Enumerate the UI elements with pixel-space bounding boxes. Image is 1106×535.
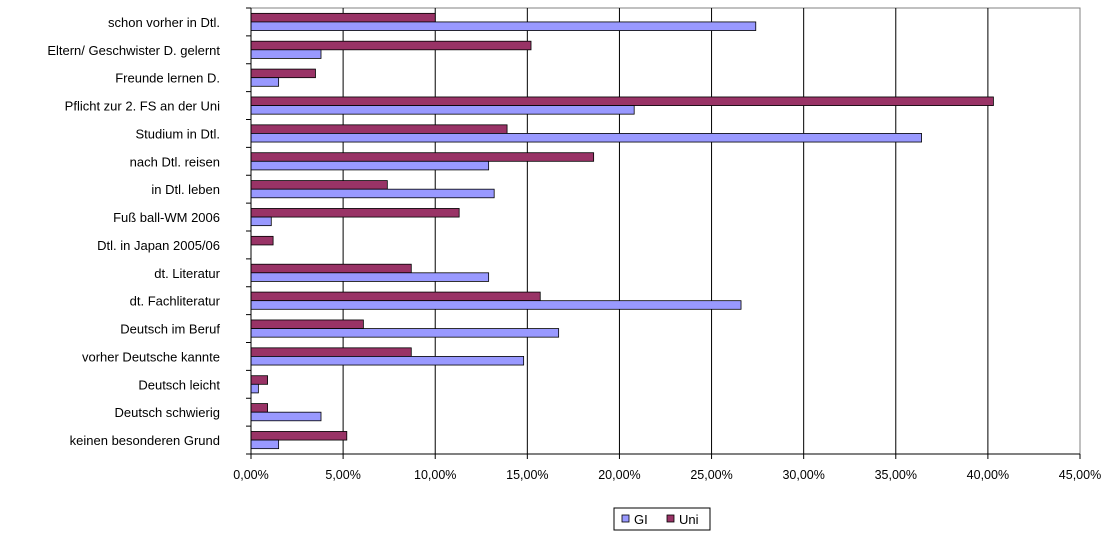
x-tick-label: 45,00% bbox=[1059, 468, 1101, 482]
category-label: Fuß ball-WM 2006 bbox=[113, 210, 220, 225]
x-tick-label: 40,00% bbox=[967, 468, 1009, 482]
bar-uni bbox=[250, 431, 348, 441]
bar-gi bbox=[250, 439, 280, 450]
bar-uni bbox=[250, 152, 595, 162]
bar-uni bbox=[250, 291, 541, 302]
grid-lines bbox=[246, 7, 1081, 459]
x-tick-label: 35,00% bbox=[875, 468, 917, 482]
x-tick-labels: 0,00% 5,00% 10,00% 15,00% 20,00% 25,00% 30,00%… bbox=[233, 468, 1101, 482]
bar-uni bbox=[250, 235, 274, 246]
category-label: Eltern/ Geschwister D. gelernt bbox=[47, 43, 220, 58]
bar-gi bbox=[250, 383, 259, 394]
plot-area bbox=[250, 7, 1081, 455]
bar-uni bbox=[250, 40, 532, 51]
category-label: Freunde lernen D. bbox=[115, 71, 220, 86]
bar-gi bbox=[250, 188, 495, 199]
legend-label-uni: Uni bbox=[679, 512, 699, 527]
category-label: in Dtl. leben bbox=[151, 182, 220, 197]
category-label: Studium in Dtl. bbox=[135, 126, 220, 141]
x-tick-label: 5,00% bbox=[325, 468, 360, 482]
bar-gi bbox=[250, 300, 742, 310]
category-label: Deutsch im Beruf bbox=[120, 322, 220, 337]
legend-swatch-gi bbox=[621, 514, 630, 523]
bar-uni bbox=[250, 180, 388, 190]
legend-swatch-uni bbox=[666, 514, 675, 523]
category-label: Deutsch schwierig bbox=[115, 405, 221, 420]
x-tick-label: 20,00% bbox=[598, 468, 640, 482]
bar-gi bbox=[250, 328, 560, 338]
category-label: dt. Fachliteratur bbox=[130, 294, 221, 309]
bar-uni bbox=[250, 96, 994, 106]
x-tick-label: 25,00% bbox=[690, 468, 732, 482]
bar-gi bbox=[250, 411, 322, 422]
bar-gi bbox=[250, 133, 922, 143]
category-label: dt. Literatur bbox=[154, 266, 220, 281]
bar-gi bbox=[250, 105, 635, 115]
bars bbox=[250, 12, 994, 450]
bar-gi bbox=[250, 356, 525, 366]
bar-gi bbox=[250, 160, 490, 171]
legend-box bbox=[613, 507, 711, 531]
bar-uni bbox=[250, 263, 412, 274]
category-label: keinen besonderen Grund bbox=[70, 433, 220, 448]
x-tick-label: 10,00% bbox=[414, 468, 456, 482]
x-tick-label: 30,00% bbox=[782, 468, 824, 482]
category-labels: schon vorher in Dtl. Eltern/ Geschwister … bbox=[47, 15, 220, 448]
bar-gi bbox=[250, 49, 322, 59]
bar-uni bbox=[250, 68, 316, 79]
category-label: Deutsch leicht bbox=[138, 377, 220, 392]
bar-uni bbox=[250, 403, 268, 413]
bar-uni bbox=[250, 208, 460, 218]
category-label: Dtl. in Japan 2005/06 bbox=[97, 238, 220, 253]
category-label: Pflicht zur 2. FS an der Uni bbox=[65, 99, 220, 114]
bar-uni bbox=[250, 12, 436, 23]
legend: GI Uni bbox=[613, 507, 711, 531]
category-label: nach Dtl. reisen bbox=[130, 154, 220, 169]
category-label: schon vorher in Dtl. bbox=[108, 15, 220, 30]
bar-gi bbox=[250, 77, 280, 87]
bar-gi bbox=[250, 21, 757, 31]
x-tick-label: 15,00% bbox=[506, 468, 548, 482]
bar-uni bbox=[250, 347, 412, 357]
bar-uni bbox=[250, 124, 508, 134]
legend-label-gi: GI bbox=[634, 512, 648, 527]
bar-uni bbox=[250, 375, 268, 385]
category-label: vorher Deutsche kannte bbox=[82, 349, 220, 364]
bar-uni bbox=[250, 319, 364, 329]
bar-gi bbox=[250, 216, 272, 227]
bar-gi bbox=[250, 272, 490, 282]
x-tick-label: 0,00% bbox=[233, 468, 268, 482]
